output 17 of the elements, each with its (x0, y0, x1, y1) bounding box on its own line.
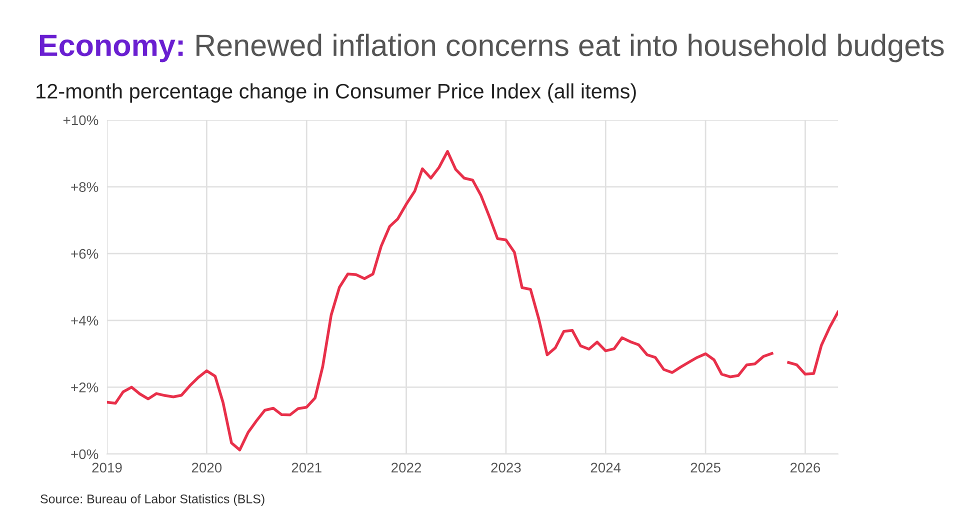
x-tick-label: 2025 (690, 462, 720, 473)
y-tick-label: +10% (63, 115, 98, 126)
x-tick-label: 2023 (491, 462, 521, 473)
x-tick-label: 2021 (292, 462, 322, 473)
x-tick-label: 2019 (92, 462, 122, 473)
x-tick-label: 2024 (590, 462, 621, 473)
chart-title: Economy: Renewed inflation concerns eat into household budgets (40, 34, 944, 62)
x-tick-label: 2020 (192, 462, 222, 473)
x-tick-label: 2026 (790, 462, 820, 473)
source-note: Source: Bureau of Labor Statistics (BLS) (40, 494, 264, 506)
x-tick-label: 2022 (392, 462, 422, 473)
y-tick-label: +4% (71, 316, 98, 326)
chart-subtitle: 12-month percentage change in Consumer Price Index (all items) (36, 83, 636, 103)
y-tick-label: +0% (71, 449, 98, 460)
y-tick-label: +2% (71, 382, 98, 392)
y-tick-label: +8% (71, 182, 98, 192)
y-tick-label: +6% (71, 248, 98, 259)
